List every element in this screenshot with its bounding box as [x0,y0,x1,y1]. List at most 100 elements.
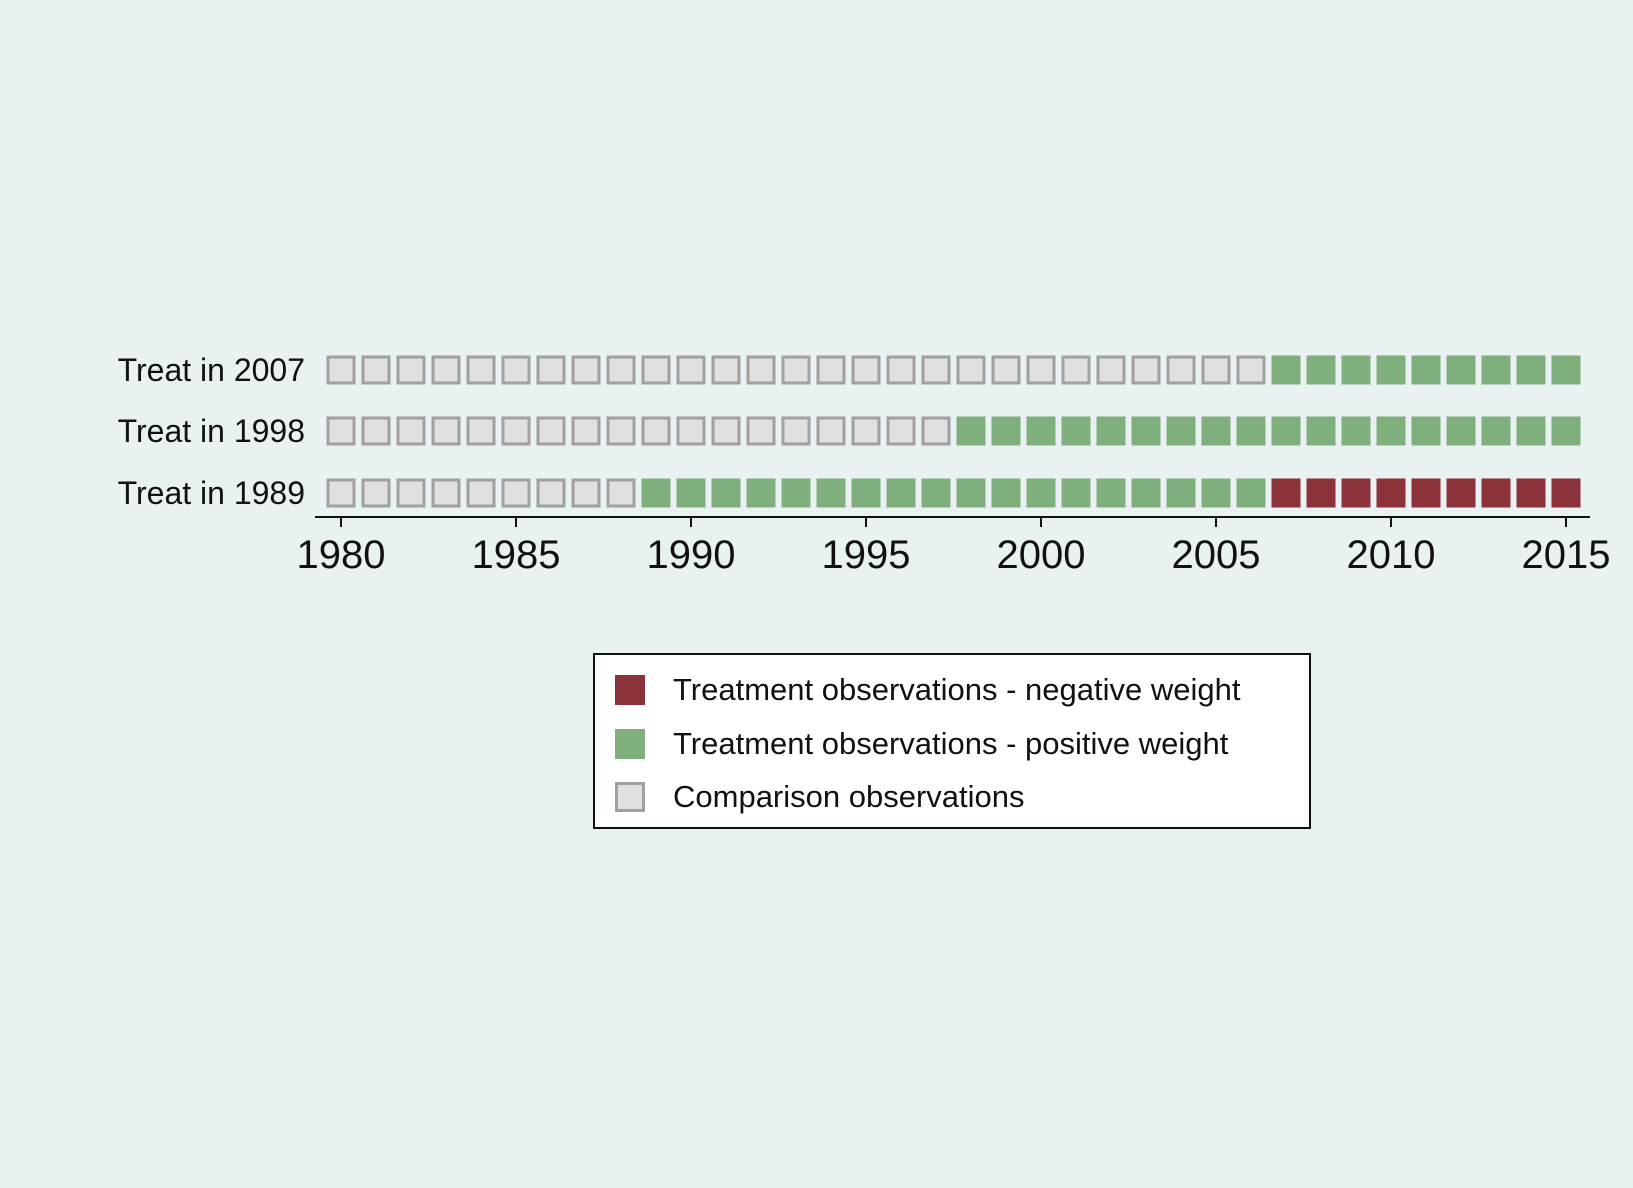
legend-swatch-positive [615,729,645,759]
cell-positive [851,478,881,508]
cell-comparison [326,478,356,508]
cell-comparison [641,355,671,385]
cell-comparison [746,416,776,446]
cell-comparison [501,416,531,446]
cell-comparison [1061,355,1091,385]
x-tick-label: 1980 [297,533,386,577]
cell-comparison [851,416,881,446]
cell-negative [1306,478,1336,508]
row-label: Treat in 1989 [118,475,305,511]
cell-positive [956,478,986,508]
cell-comparison [641,416,671,446]
cell-negative [1271,478,1301,508]
cell-comparison [571,355,601,385]
cell-comparison [886,416,916,446]
cell-comparison [746,355,776,385]
cell-positive [1341,416,1371,446]
cell-positive [921,478,951,508]
x-tick-label: 2000 [997,533,1086,577]
cell-positive [816,478,846,508]
legend-swatch-negative [615,675,645,705]
cell-positive [1026,416,1056,446]
cell-positive [1131,416,1161,446]
cell-positive [1551,416,1581,446]
cell-comparison [816,416,846,446]
cell-positive [1096,478,1126,508]
x-tick-label: 2010 [1347,533,1436,577]
cell-comparison [326,355,356,385]
cell-comparison [1131,355,1161,385]
legend-item-comparison: Comparison observations [595,779,1309,815]
cell-positive [1201,478,1231,508]
x-axis: 1980 1985 1990 1995 2000 2005 2010 2015 [297,516,1611,577]
cell-comparison [606,416,636,446]
cell-comparison [1236,355,1266,385]
row-label: Treat in 1998 [118,413,305,449]
cell-comparison [431,355,461,385]
cell-positive [1376,355,1406,385]
cell-positive [1096,416,1126,446]
cell-negative [1376,478,1406,508]
legend-item-negative: Treatment observations - negative weight [595,672,1309,708]
cell-comparison [431,478,461,508]
cell-comparison [1166,355,1196,385]
cell-comparison [991,355,1021,385]
cell-comparison [571,416,601,446]
x-tick-label: 2015 [1522,533,1611,577]
cell-positive [991,478,1021,508]
x-tick-label: 1995 [822,533,911,577]
legend-label-comparison: Comparison observations [673,779,1025,814]
cell-negative [1516,478,1546,508]
cell-comparison [396,478,426,508]
cell-comparison [466,355,496,385]
cell-positive [1411,355,1441,385]
cell-comparison [676,416,706,446]
cell-comparison [466,416,496,446]
cell-positive [1481,355,1511,385]
cell-positive [1271,416,1301,446]
cell-comparison [606,355,636,385]
cell-positive [1061,478,1091,508]
legend-label-negative: Treatment observations - negative weight [673,672,1241,707]
cell-comparison [921,355,951,385]
cell-positive [1201,416,1231,446]
cell-positive [1481,416,1511,446]
cell-comparison [921,416,951,446]
cell-comparison [606,478,636,508]
cell-positive [711,478,741,508]
cell-positive [1446,416,1476,446]
cell-positive [991,416,1021,446]
cell-positive [1376,416,1406,446]
cell-comparison [466,478,496,508]
cell-positive [1026,478,1056,508]
cell-comparison [711,416,741,446]
cell-comparison [501,478,531,508]
cell-positive [1551,355,1581,385]
observation-cells [326,355,1581,508]
cell-positive [746,478,776,508]
cell-positive [1271,355,1301,385]
cell-comparison [396,416,426,446]
cell-comparison [781,355,811,385]
cell-comparison [1201,355,1231,385]
cell-comparison [501,355,531,385]
cell-negative [1551,478,1581,508]
x-tick-label: 1990 [647,533,736,577]
cell-comparison [361,416,391,446]
cell-comparison [1026,355,1056,385]
cell-comparison [886,355,916,385]
legend-swatch-comparison [615,782,645,812]
cell-positive [1516,416,1546,446]
cell-comparison [816,355,846,385]
cell-comparison [326,416,356,446]
x-tick-label: 1985 [472,533,561,577]
row-labels: Treat in 2007 Treat in 1998 Treat in 1989 [118,352,305,511]
cell-positive [676,478,706,508]
cell-positive [1236,416,1266,446]
cell-positive [1411,416,1441,446]
cell-positive [956,416,986,446]
cell-comparison [851,355,881,385]
legend: Treatment observations - negative weight… [593,653,1311,829]
cell-positive [1131,478,1161,508]
